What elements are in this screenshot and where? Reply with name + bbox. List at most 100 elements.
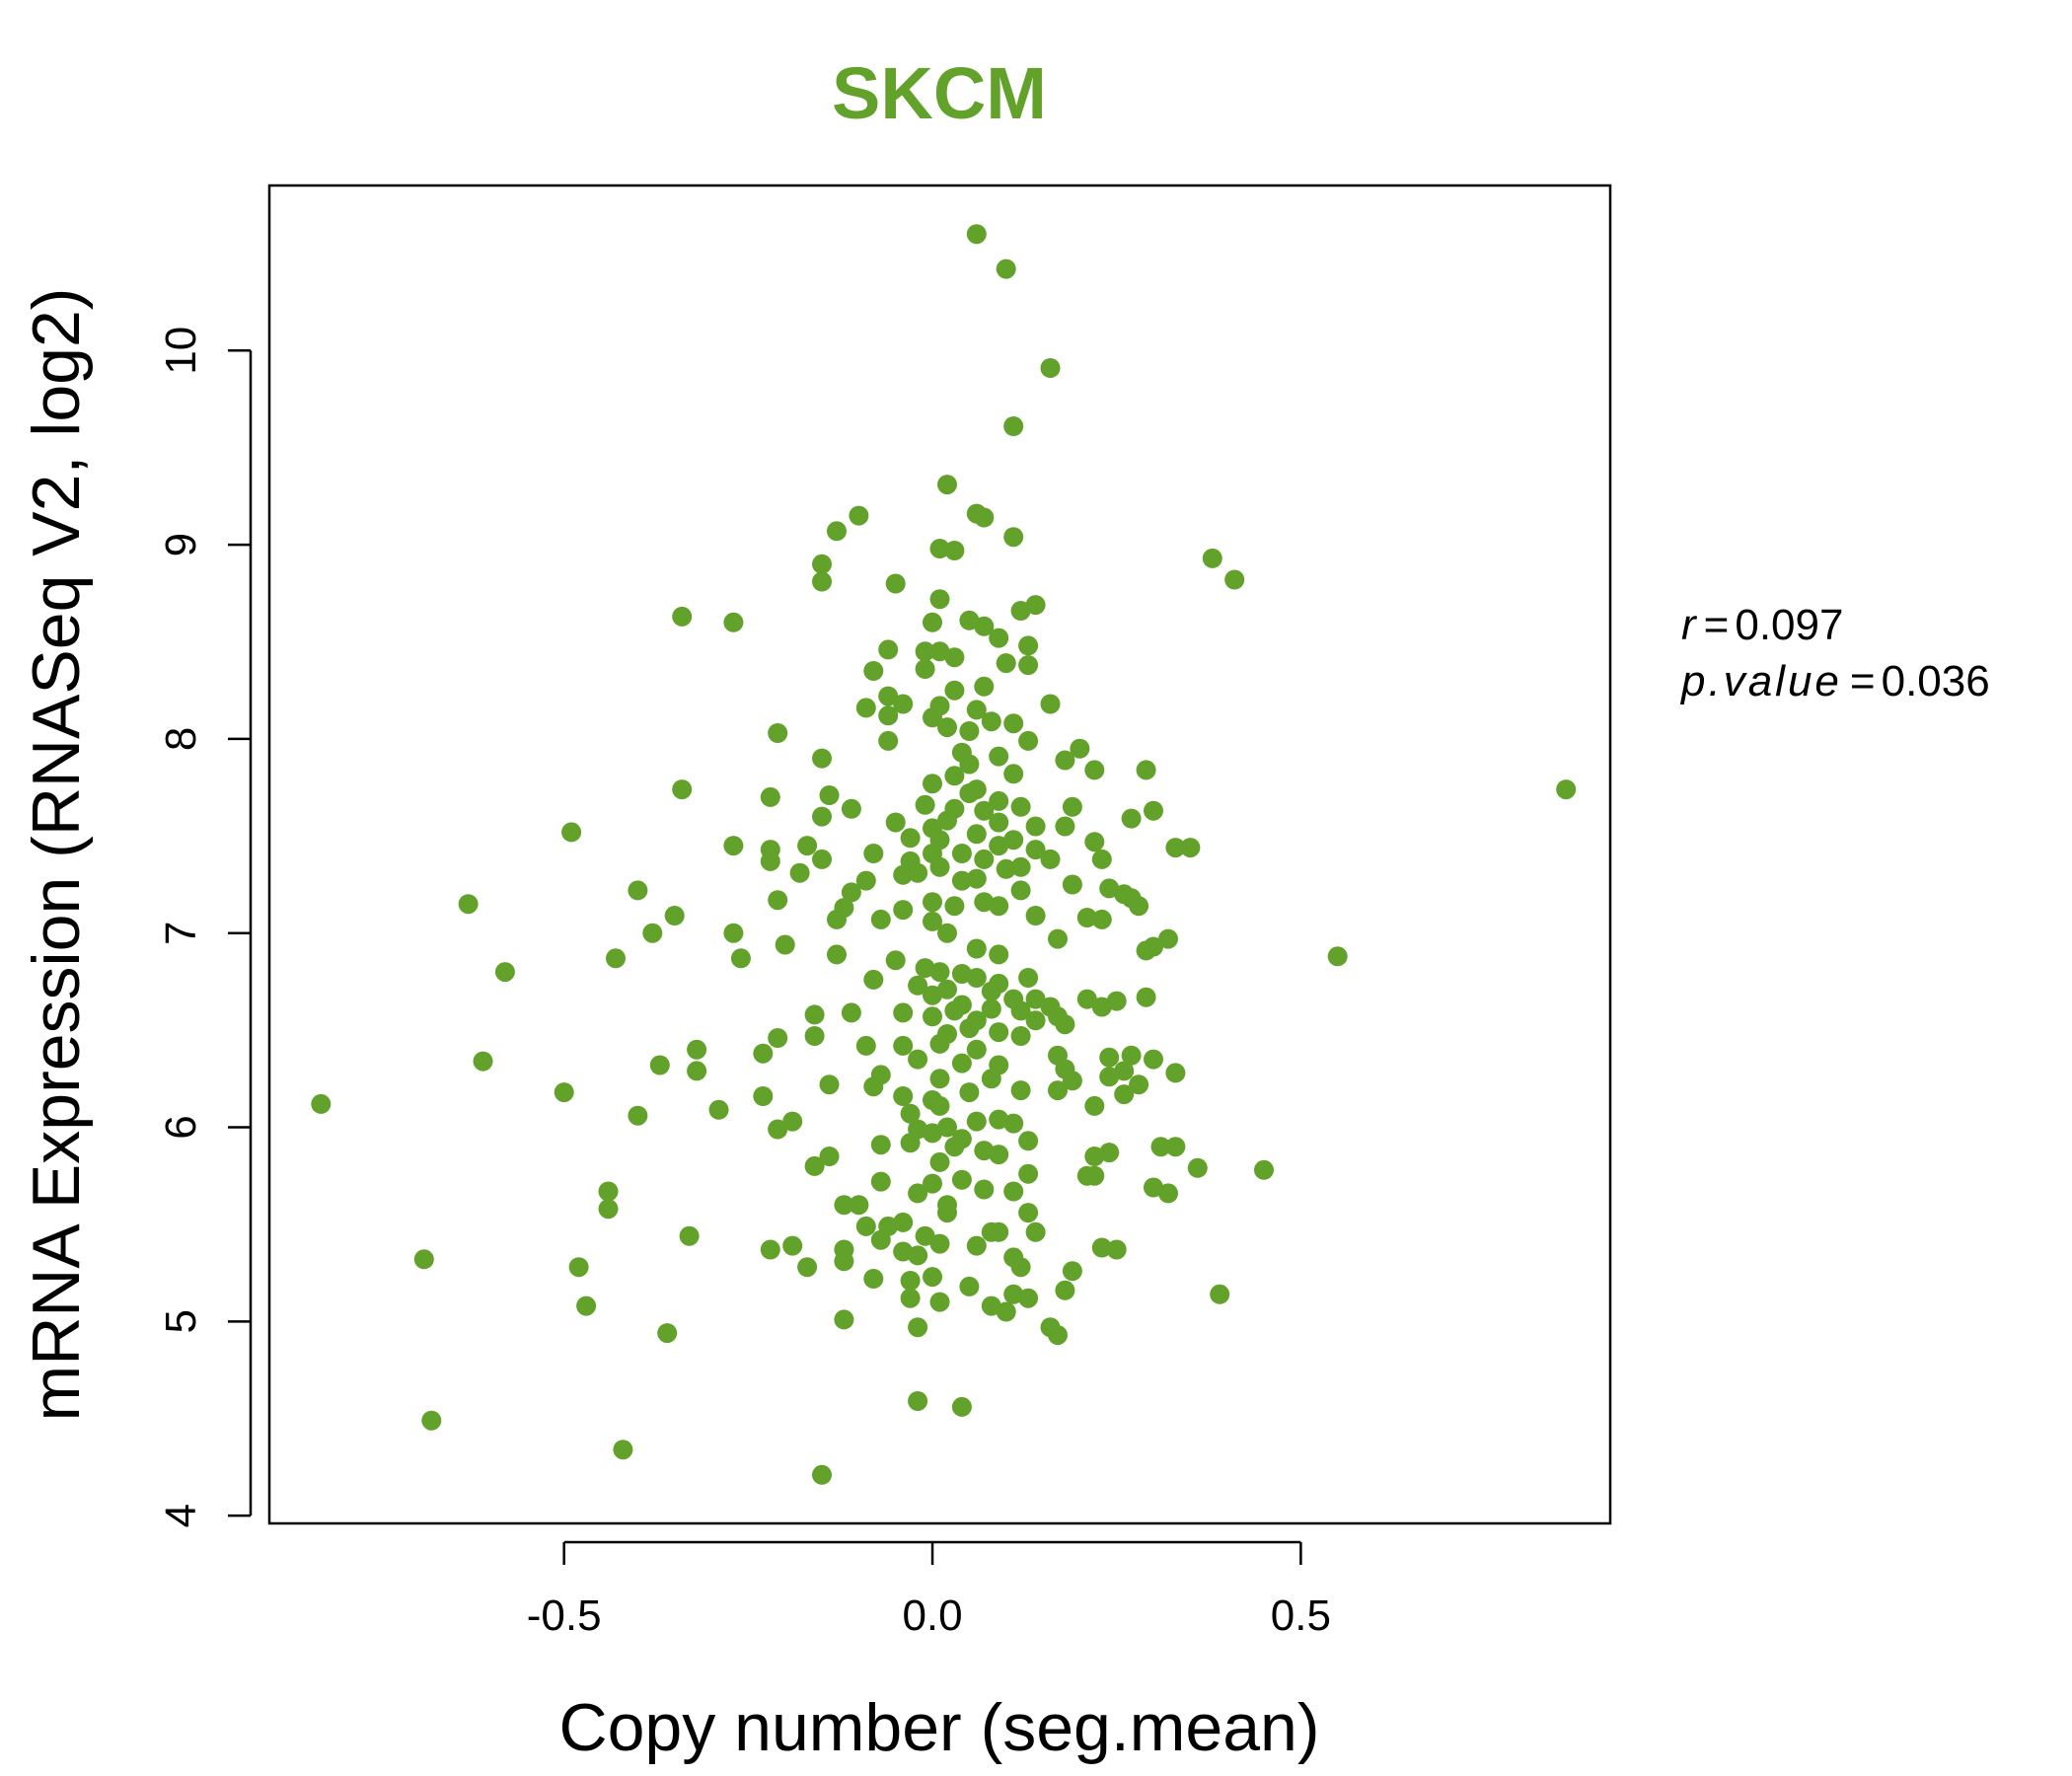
- x-tick-label: 0.5: [1271, 1591, 1331, 1640]
- data-point: [1062, 796, 1082, 817]
- data-point: [1099, 1047, 1120, 1068]
- p-equals: =: [1850, 657, 1876, 705]
- data-point: [1129, 896, 1149, 917]
- data-point: [1003, 527, 1024, 548]
- data-point: [1136, 940, 1156, 961]
- y-tick-label: 5: [157, 1309, 205, 1333]
- data-point: [649, 1055, 670, 1075]
- data-point: [1084, 832, 1105, 852]
- data-point: [827, 521, 847, 542]
- data-point: [923, 911, 942, 931]
- data-point: [1099, 1143, 1120, 1163]
- data-point: [996, 653, 1016, 674]
- data-point: [841, 882, 861, 903]
- y-axis-title: mRNA Expression (RNASeq V2, log2): [19, 288, 94, 1422]
- data-point: [834, 1195, 854, 1216]
- data-point: [929, 589, 950, 610]
- data-point: [775, 934, 795, 955]
- data-point: [827, 944, 847, 965]
- data-point: [768, 1028, 788, 1048]
- data-point: [1010, 601, 1031, 621]
- p-label: p.value: [1679, 657, 1842, 705]
- data-point: [893, 1212, 914, 1232]
- data-point: [878, 730, 899, 751]
- data-point: [870, 909, 891, 929]
- x-axis: -0.5 0.0 0.5: [527, 1540, 1331, 1640]
- y-tick-label: 8: [157, 727, 205, 751]
- data-point: [1018, 1131, 1039, 1151]
- data-point: [929, 539, 950, 558]
- y-tick-label: 9: [157, 533, 205, 556]
- data-point: [1099, 1067, 1120, 1087]
- data-point: [893, 1035, 914, 1056]
- data-point: [923, 774, 942, 794]
- data-point: [989, 1022, 1009, 1043]
- data-point: [598, 1199, 619, 1220]
- data-point: [923, 707, 942, 728]
- data-point: [900, 828, 921, 849]
- data-point: [723, 612, 744, 632]
- data-point: [1165, 1063, 1186, 1083]
- data-point: [576, 1295, 597, 1316]
- data-point: [1091, 1237, 1112, 1258]
- data-point: [944, 541, 965, 560]
- data-point: [944, 766, 965, 786]
- data-point: [1025, 1010, 1046, 1031]
- data-point: [937, 1203, 957, 1223]
- data-point: [1003, 1181, 1024, 1202]
- plot-frame: [267, 184, 1612, 1525]
- data-point: [974, 800, 995, 821]
- data-point: [966, 868, 987, 889]
- data-point: [989, 896, 1009, 917]
- data-point: [878, 705, 899, 726]
- data-point: [782, 1111, 803, 1132]
- data-point: [1076, 989, 1097, 1009]
- data-point: [908, 1049, 928, 1070]
- data-point: [1150, 1137, 1171, 1157]
- data-point: [863, 844, 884, 863]
- data-point: [1202, 548, 1222, 568]
- data-point: [849, 505, 869, 526]
- data-point: [1121, 1045, 1142, 1066]
- data-point: [834, 1251, 854, 1272]
- data-point: [804, 1155, 825, 1176]
- data-point: [1018, 968, 1039, 988]
- data-point: [937, 979, 957, 999]
- data-point: [1114, 1084, 1135, 1105]
- data-point: [974, 676, 995, 697]
- data-point: [870, 1229, 891, 1250]
- data-point: [1010, 880, 1031, 901]
- data-point: [1062, 1071, 1082, 1091]
- data-point: [797, 836, 818, 856]
- data-point: [863, 1269, 884, 1289]
- data-point: [981, 999, 1001, 1019]
- data-point: [1158, 1183, 1178, 1204]
- data-point: [929, 1069, 950, 1089]
- data-point: [929, 856, 950, 877]
- data-point: [900, 1103, 921, 1124]
- data-point: [760, 851, 780, 871]
- data-point: [797, 1257, 818, 1278]
- data-point: [923, 1173, 942, 1194]
- data-point: [1018, 1203, 1039, 1223]
- data-point: [1025, 840, 1046, 860]
- data-point: [1136, 760, 1156, 780]
- data-point: [789, 862, 810, 883]
- data-point: [855, 1216, 876, 1236]
- data-point: [908, 1183, 928, 1204]
- data-point: [989, 628, 1009, 648]
- data-point: [870, 1135, 891, 1155]
- data-point: [672, 779, 693, 800]
- data-point: [959, 721, 980, 741]
- r-stat: r = 0.097: [1681, 601, 1843, 649]
- data-point: [628, 1105, 648, 1126]
- data-point: [1010, 1000, 1031, 1021]
- data-point: [421, 1410, 442, 1431]
- data-point: [812, 1464, 832, 1485]
- y-tick-label: 4: [157, 1504, 205, 1527]
- data-point: [893, 900, 914, 921]
- data-point: [863, 1076, 884, 1097]
- data-point: [893, 1002, 914, 1023]
- data-point: [885, 950, 906, 971]
- data-point: [1025, 816, 1046, 837]
